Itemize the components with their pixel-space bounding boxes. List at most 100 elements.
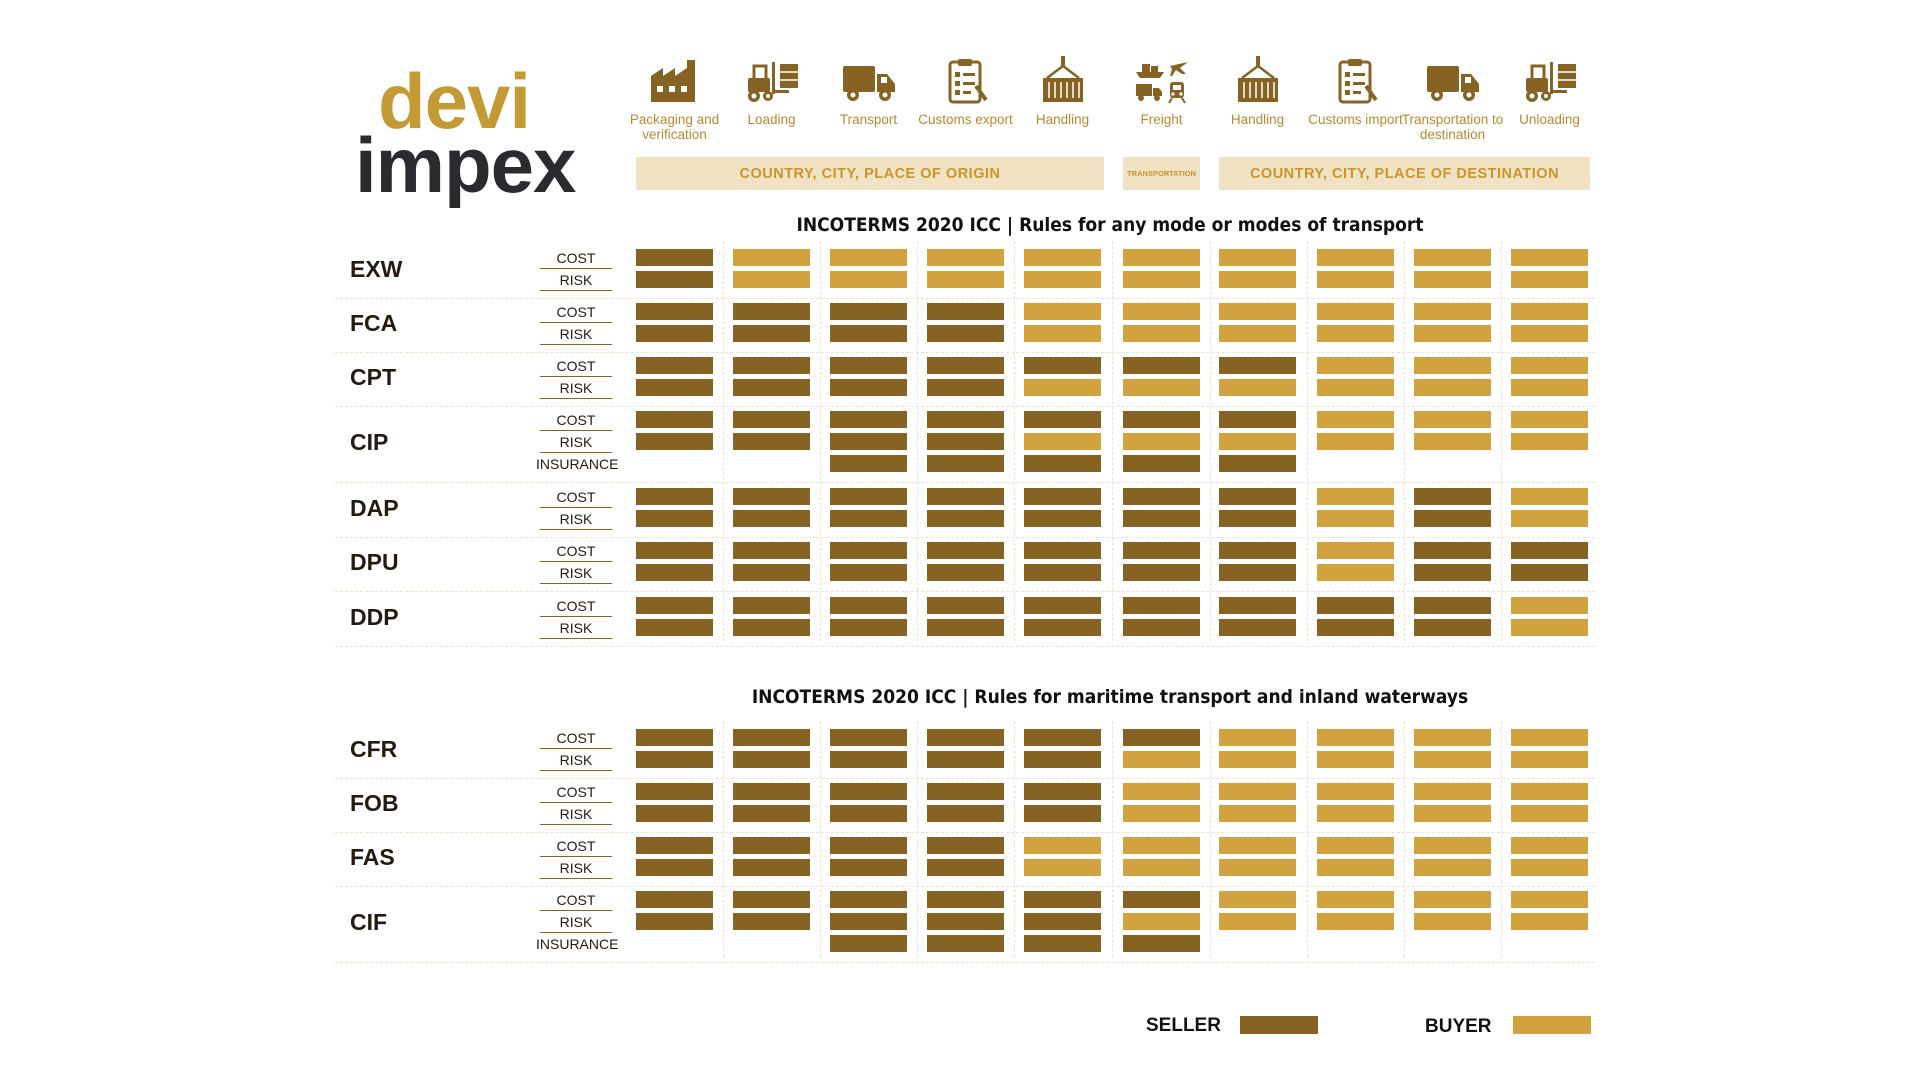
row-separator [335, 406, 1595, 407]
cell-cif-risk-seller [733, 913, 810, 930]
cell-ddp-cost-seller [636, 597, 713, 614]
cell-dpu-cost-seller [1024, 542, 1101, 559]
term-cip: CIP [350, 429, 389, 455]
row-label-risk: RISK [559, 434, 593, 450]
cell-dap-risk-seller [1123, 510, 1200, 527]
cell-fob-cost-buyer [1219, 783, 1296, 800]
cell-exw-cost-buyer [1317, 249, 1394, 266]
cell-fob-risk-buyer [1317, 805, 1394, 822]
cell-cip-cost-seller [1123, 411, 1200, 428]
cell-dap-risk-seller [1024, 510, 1101, 527]
row-label-cost: COST [556, 412, 596, 428]
row-label-underline [540, 932, 612, 933]
cell-exw-cost-buyer [1024, 249, 1101, 266]
cell-cif-cost-seller [830, 891, 907, 908]
cell-ddp-cost-seller [1414, 597, 1491, 614]
cell-cif-cost-seller [927, 891, 1004, 908]
cell-exw-risk-buyer [830, 271, 907, 288]
step-label: Packaging and verification [629, 112, 720, 142]
cell-dpu-risk-seller [1414, 564, 1491, 581]
cell-exw-risk-seller [636, 271, 713, 288]
cell-cip-risk-buyer [1123, 433, 1200, 450]
cell-dap-risk-seller [1414, 510, 1491, 527]
cell-exw-cost-buyer [1123, 249, 1200, 266]
cell-fca-cost-buyer [1511, 303, 1588, 320]
cell-exw-cost-buyer [1219, 249, 1296, 266]
row-label-risk: RISK [559, 860, 593, 876]
cell-exw-risk-buyer [1024, 271, 1101, 288]
cell-dap-cost-seller [927, 488, 1004, 505]
forklift-icon [744, 56, 800, 104]
column-separator [917, 241, 918, 641]
cell-cfr-risk-buyer [1317, 751, 1394, 768]
column-separator [1306, 721, 1308, 957]
cell-ddp-risk-seller [1317, 619, 1394, 636]
row-label-risk: RISK [559, 620, 593, 636]
cell-dpu-cost-seller [636, 542, 713, 559]
cell-fca-cost-buyer [1123, 303, 1200, 320]
column-separator [1112, 241, 1113, 641]
cell-fca-risk-buyer [1123, 325, 1200, 342]
cell-cfr-risk-buyer [1219, 751, 1296, 768]
cell-cif-insurance-seller [1123, 935, 1200, 952]
term-cpt: CPT [350, 364, 396, 390]
cell-dap-risk-seller [830, 510, 907, 527]
row-label-underline [540, 507, 612, 508]
cell-cip-cost-seller [1024, 411, 1101, 428]
cell-dap-risk-seller [1219, 510, 1296, 527]
cell-fca-risk-seller [830, 325, 907, 342]
cell-exw-risk-buyer [1317, 271, 1394, 288]
cell-cif-cost-seller [1024, 891, 1101, 908]
row-separator [335, 537, 1595, 538]
cell-cfr-risk-seller [830, 751, 907, 768]
row-label-risk: RISK [559, 752, 593, 768]
cell-cip-insurance-seller [1123, 455, 1200, 472]
row-separator [335, 962, 1595, 963]
cell-fob-risk-seller [733, 805, 810, 822]
cell-fob-cost-seller [927, 783, 1004, 800]
cell-cip-risk-buyer [1219, 433, 1296, 450]
cell-cip-cost-buyer [1414, 411, 1491, 428]
truck-icon [841, 56, 897, 104]
legend-seller-swatch [1240, 1016, 1318, 1034]
cell-cfr-risk-buyer [1414, 751, 1491, 768]
cell-dpu-risk-seller [1123, 564, 1200, 581]
row-label-underline [540, 529, 612, 530]
cell-fob-cost-seller [636, 783, 713, 800]
cell-dpu-cost-seller [1123, 542, 1200, 559]
cell-cif-risk-seller [636, 913, 713, 930]
cell-fca-cost-buyer [1317, 303, 1394, 320]
row-label-insurance: INSURANCE [536, 936, 619, 952]
column-separator [1404, 721, 1405, 957]
cell-fob-risk-seller [1024, 805, 1101, 822]
cell-dap-cost-seller [1414, 488, 1491, 505]
cell-ddp-cost-seller [830, 597, 907, 614]
cell-cip-risk-buyer [1024, 433, 1101, 450]
row-label-underline [540, 583, 612, 584]
cell-ddp-risk-buyer [1511, 619, 1588, 636]
cell-exw-cost-buyer [927, 249, 1004, 266]
cell-cpt-risk-seller [636, 379, 713, 396]
cell-cpt-cost-buyer [1511, 357, 1588, 374]
step-label: Customs import [1308, 112, 1403, 127]
cell-cfr-cost-buyer [1414, 729, 1491, 746]
cell-cfr-risk-seller [1024, 751, 1101, 768]
cell-dpu-risk-seller [1024, 564, 1101, 581]
term-cfr: CFR [350, 736, 398, 762]
cell-cpt-cost-seller [1123, 357, 1200, 374]
cell-cpt-risk-seller [733, 379, 810, 396]
column-separator [723, 721, 724, 957]
cell-cif-risk-seller [830, 913, 907, 930]
cell-cfr-risk-seller [927, 751, 1004, 768]
row-label-underline [540, 376, 612, 377]
truck-icon [1425, 56, 1481, 104]
term-fas: FAS [350, 844, 395, 870]
column-separator [1209, 241, 1211, 641]
region-destination-bar: COUNTRY, CITY, PLACE OF DESTINATION [1219, 157, 1590, 190]
term-dap: DAP [350, 495, 399, 521]
step-label: Handling [1230, 112, 1285, 127]
cell-ddp-cost-buyer [1511, 597, 1588, 614]
cell-cip-insurance-seller [830, 455, 907, 472]
cell-fob-risk-buyer [1511, 805, 1588, 822]
cell-dap-cost-seller [733, 488, 810, 505]
